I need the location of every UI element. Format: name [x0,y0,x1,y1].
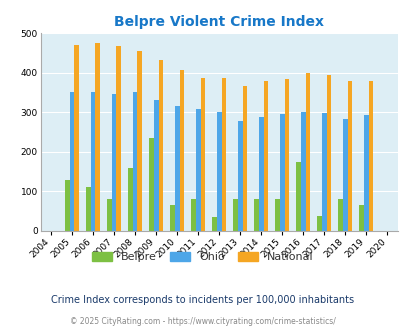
Text: Crime Index corresponds to incidents per 100,000 inhabitants: Crime Index corresponds to incidents per… [51,295,354,305]
Bar [305,73,309,231]
Bar [368,81,372,231]
Bar [342,119,347,231]
Bar [279,114,284,231]
Bar [111,94,116,231]
Bar [284,79,288,231]
Bar [70,92,74,231]
Bar [65,180,70,231]
Title: Belpre Violent Crime Index: Belpre Violent Crime Index [114,15,324,29]
Bar [233,199,237,231]
Bar [95,43,100,231]
Bar [149,138,153,231]
Bar [326,75,330,231]
Bar [153,100,158,231]
Bar [158,60,163,231]
Bar [296,162,300,231]
Bar [132,92,137,231]
Bar [258,116,263,231]
Legend: Belpre, Ohio, National: Belpre, Ohio, National [87,248,318,267]
Bar [200,78,205,231]
Bar [300,112,305,231]
Bar [86,187,91,231]
Bar [275,199,279,231]
Bar [347,81,352,231]
Bar [74,45,79,231]
Bar [363,115,368,231]
Bar [317,216,321,231]
Text: © 2025 CityRating.com - https://www.cityrating.com/crime-statistics/: © 2025 CityRating.com - https://www.city… [70,317,335,326]
Bar [338,199,342,231]
Bar [237,121,242,231]
Bar [254,199,258,231]
Bar [196,109,200,231]
Bar [128,168,132,231]
Bar [137,51,142,231]
Bar [263,81,268,231]
Bar [212,217,216,231]
Bar [91,92,95,231]
Bar [107,199,111,231]
Bar [221,78,226,231]
Bar [191,199,196,231]
Bar [179,70,184,231]
Bar [170,205,175,231]
Bar [358,205,363,231]
Bar [216,112,221,231]
Bar [175,106,179,231]
Bar [116,46,121,231]
Bar [321,113,326,231]
Bar [242,86,247,231]
